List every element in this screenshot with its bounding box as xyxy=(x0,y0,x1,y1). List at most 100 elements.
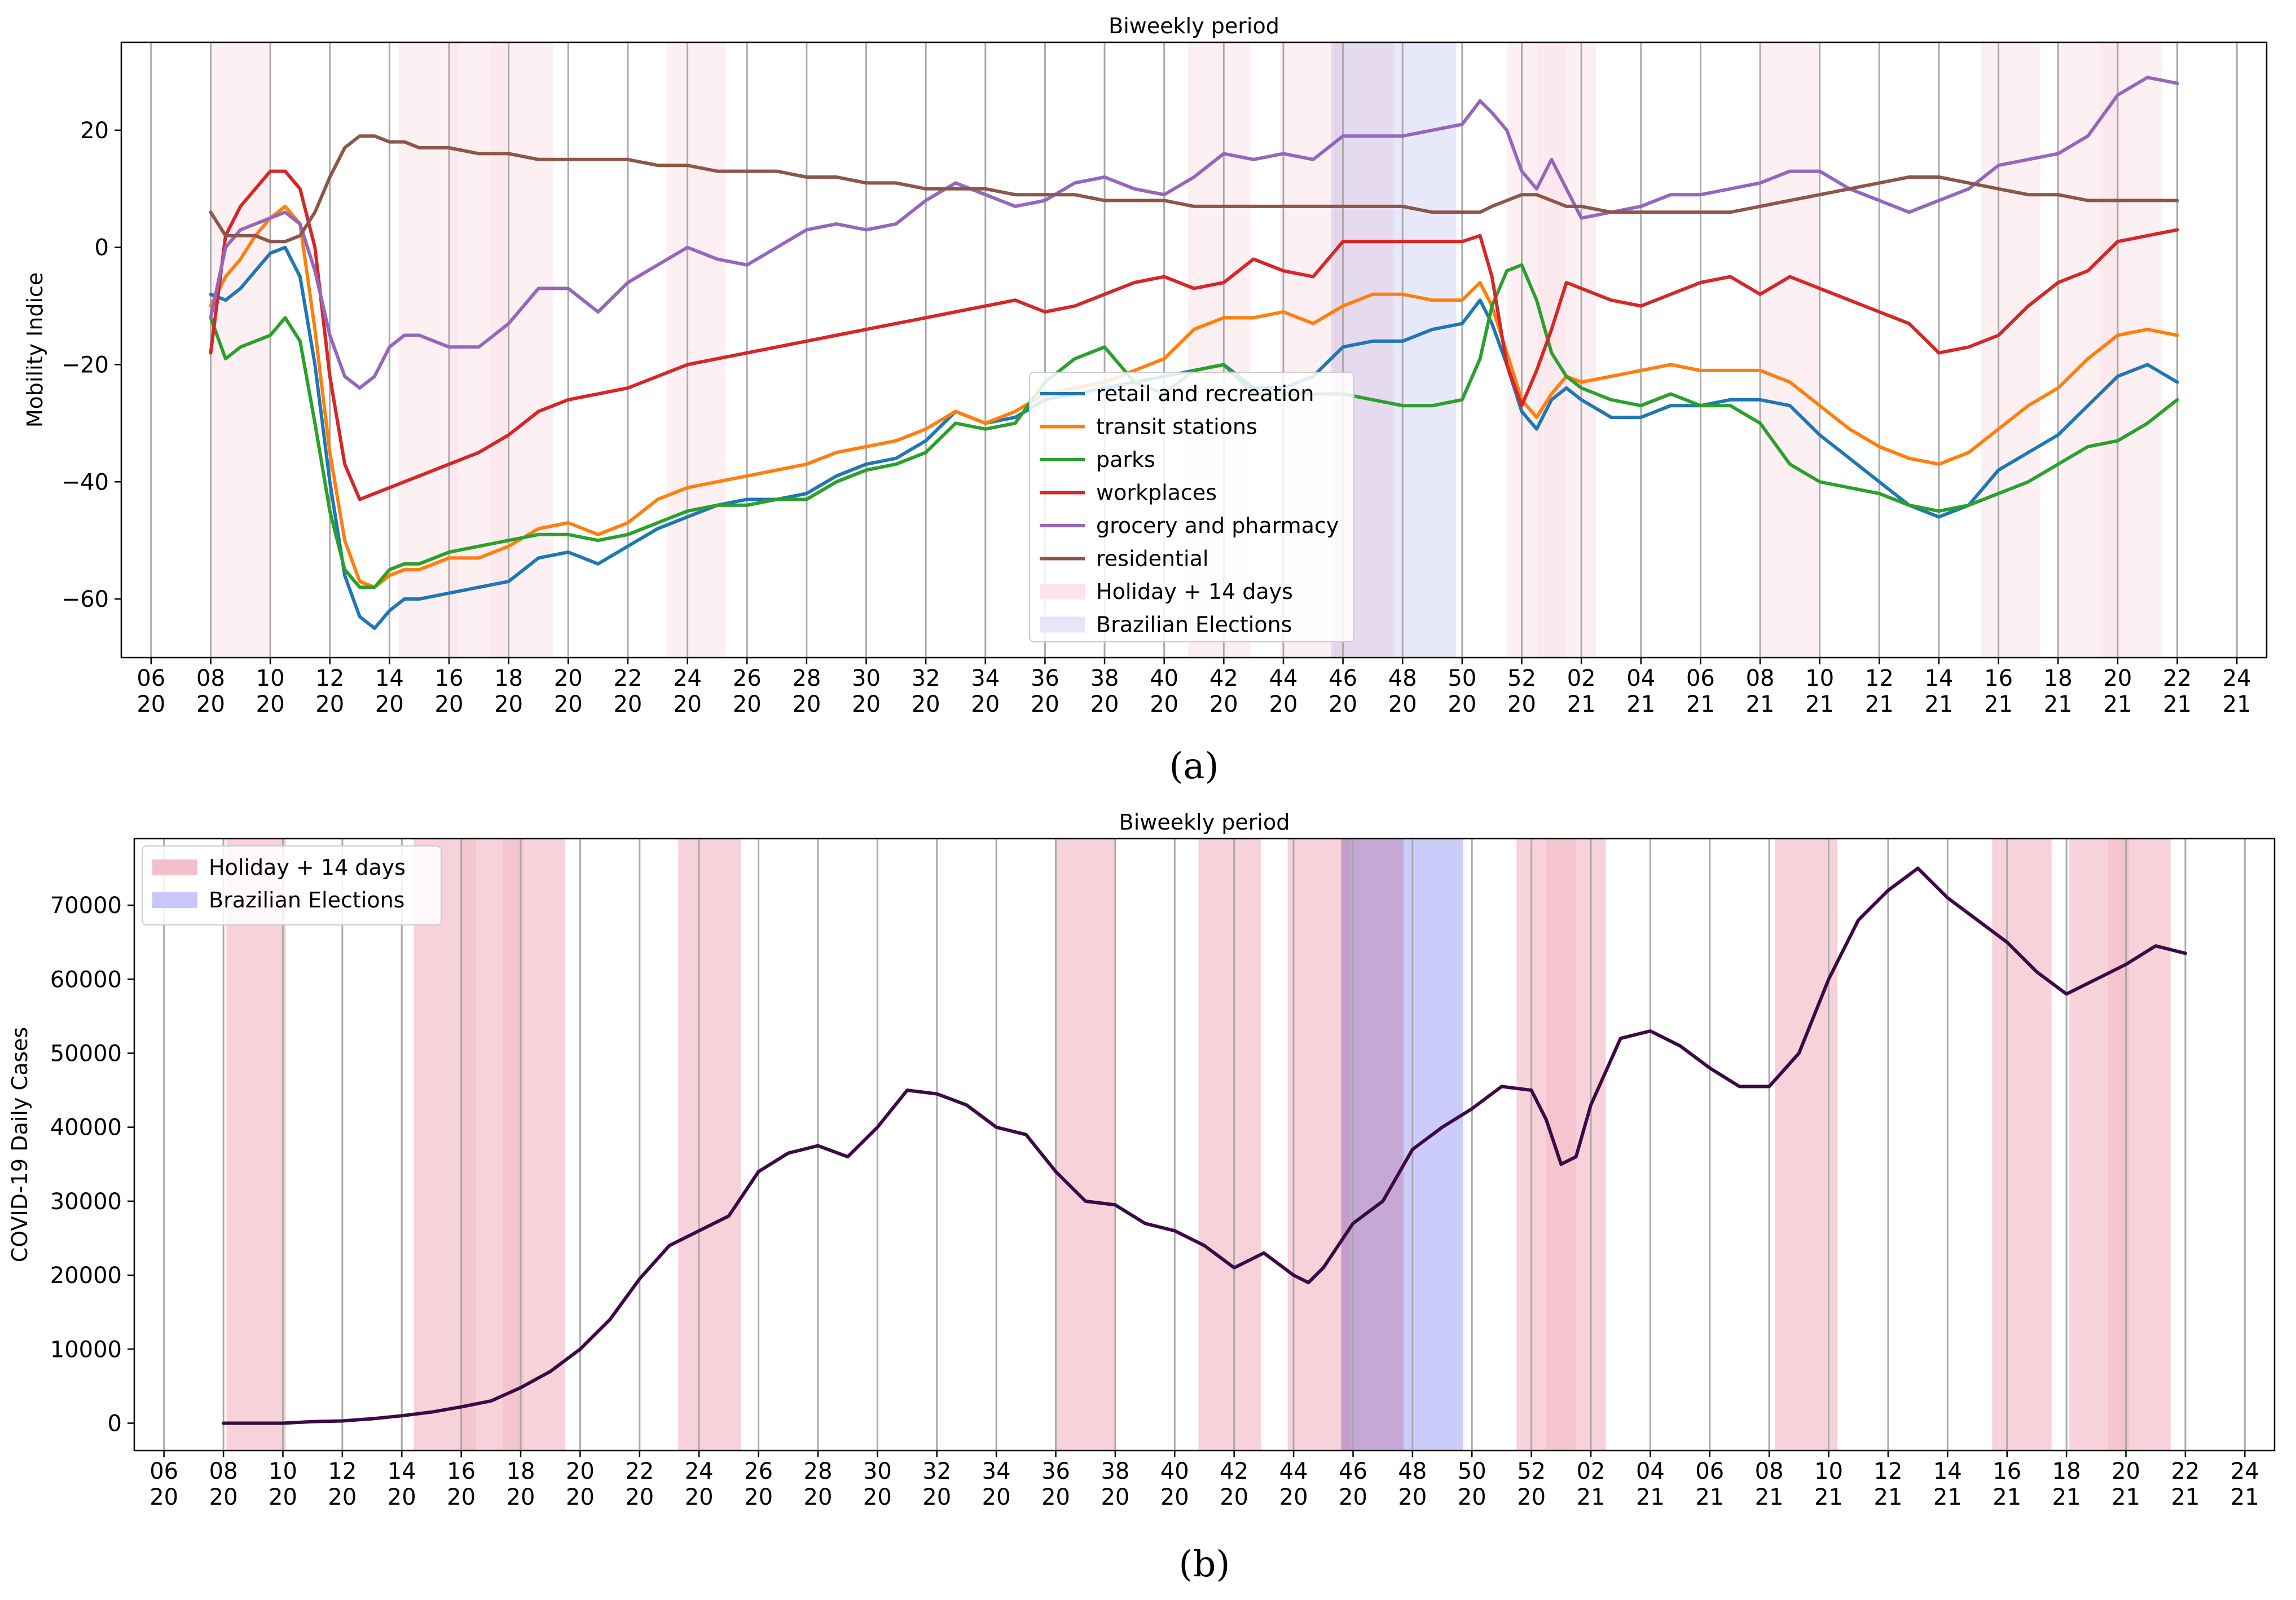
x-tick-label: 21 xyxy=(2231,1484,2259,1510)
x-tick-label: 30 xyxy=(863,1458,892,1484)
x-tick-label: 20 xyxy=(1150,691,1178,717)
x-tick-label: 20 xyxy=(912,691,940,717)
x-tick-label: 20 xyxy=(863,1484,892,1510)
x-tick-label: 21 xyxy=(1636,1484,1665,1510)
x-tick-label: 20 xyxy=(982,1484,1011,1510)
panel-a-vertical-gridlines xyxy=(150,42,2238,658)
x-tick-label: 20 xyxy=(744,1484,773,1510)
x-tick-label: 21 xyxy=(1755,1484,1784,1510)
holiday-band xyxy=(1775,839,1838,1451)
legend-label: parks xyxy=(1096,447,1155,472)
x-tick-label: 38 xyxy=(1101,1458,1129,1484)
x-tick-label: 20 xyxy=(1031,691,1059,717)
x-tick-label: 21 xyxy=(1933,1484,1962,1510)
x-tick-label: 32 xyxy=(922,1458,951,1484)
x-tick-label: 24 xyxy=(685,1458,714,1484)
x-tick-label: 20 xyxy=(196,691,225,717)
x-tick-label: 20 xyxy=(922,1484,951,1510)
x-tick-label: 20 xyxy=(792,691,821,717)
holiday-band xyxy=(226,839,286,1451)
legend-label: Brazilian Elections xyxy=(209,888,404,913)
x-tick-label: 18 xyxy=(2052,1458,2081,1484)
x-tick-label: 14 xyxy=(1933,1458,1962,1484)
x-tick-label: 20 xyxy=(1458,1484,1486,1510)
series-line-residential xyxy=(209,134,2179,244)
x-tick-label: 34 xyxy=(982,1458,1011,1484)
x-tick-label: 06 xyxy=(137,665,165,691)
x-tick-label: 20 xyxy=(971,691,1000,717)
x-tick-label: 20 xyxy=(388,1484,416,1510)
x-tick-label: 20 xyxy=(209,1484,238,1510)
holiday-band xyxy=(1536,42,1596,658)
holiday-band xyxy=(1760,42,1820,658)
y-tick-label: 0 xyxy=(95,235,109,261)
x-tick-label: 20 xyxy=(1101,1484,1129,1510)
y-tick-label: 60000 xyxy=(50,967,122,993)
x-tick-label: 20 xyxy=(269,1484,297,1510)
x-tick-label: 21 xyxy=(2112,1484,2140,1510)
x-tick-label: 34 xyxy=(971,665,1000,691)
panel-a-legend: retail and recreation transit stations par… xyxy=(1029,372,1354,642)
x-tick-label: 21 xyxy=(2171,1484,2200,1510)
panel-b-y-axis-label: COVID-19 Daily Cases xyxy=(7,1027,32,1262)
election-band xyxy=(1341,839,1463,1451)
x-tick-label: 20 xyxy=(554,691,583,717)
x-tick-label: 21 xyxy=(1874,1484,1903,1510)
x-tick-label: 20 xyxy=(2103,665,2132,691)
x-tick-label: 20 xyxy=(1448,691,1476,717)
x-tick-label: 10 xyxy=(256,665,285,691)
legend-label: retail and recreation xyxy=(1096,381,1314,406)
x-tick-label: 12 xyxy=(328,1458,357,1484)
x-tick-label: 38 xyxy=(1090,665,1119,691)
x-tick-label: 32 xyxy=(912,665,940,691)
x-tick-label: 20 xyxy=(1329,691,1357,717)
legend-swatch-patch xyxy=(1040,616,1085,633)
x-tick-label: 22 xyxy=(2163,665,2192,691)
x-tick-label: 16 xyxy=(1992,1458,2021,1484)
x-tick-label: 46 xyxy=(1329,665,1357,691)
x-tick-label: 14 xyxy=(1925,665,1954,691)
x-tick-label: 21 xyxy=(1686,691,1715,717)
panel-a-title: Biweekly period xyxy=(1109,14,1279,38)
x-tick-label: 21 xyxy=(1992,1484,2021,1510)
y-tick-label: 50000 xyxy=(50,1041,122,1066)
y-tick-label: 30000 xyxy=(50,1189,122,1215)
y-tick-label: 20000 xyxy=(50,1263,122,1289)
x-tick-label: 20 xyxy=(1160,1484,1189,1510)
x-tick-label: 20 xyxy=(554,665,583,691)
holiday-band xyxy=(1198,839,1261,1451)
panel-a-x-ticks: 0620082010201220142016201820202022202420… xyxy=(137,658,2251,717)
x-tick-label: 20 xyxy=(1209,691,1238,717)
holiday-band xyxy=(678,839,741,1451)
x-tick-label: 20 xyxy=(375,691,404,717)
x-tick-label: 21 xyxy=(1814,1484,1843,1510)
x-tick-label: 20 xyxy=(673,691,702,717)
series-line-transit-stations xyxy=(209,204,2179,589)
x-tick-label: 52 xyxy=(1517,1458,1546,1484)
y-tick-label: −40 xyxy=(61,469,109,495)
x-tick-label: 26 xyxy=(744,1458,773,1484)
x-tick-label: 20 xyxy=(1388,691,1417,717)
x-tick-label: 44 xyxy=(1269,665,1298,691)
legend-label: Holiday + 14 days xyxy=(1096,579,1293,604)
x-tick-label: 20 xyxy=(149,1484,178,1510)
x-tick-label: 24 xyxy=(2223,665,2251,691)
series-line-grocery-and-pharmacy xyxy=(209,76,2179,390)
x-tick-label: 08 xyxy=(209,1458,238,1484)
x-tick-label: 24 xyxy=(2231,1458,2259,1484)
panel-b-title: Biweekly period xyxy=(1119,810,1290,835)
x-tick-label: 20 xyxy=(256,691,285,717)
x-tick-label: 42 xyxy=(1209,665,1238,691)
x-tick-label: 40 xyxy=(1160,1458,1189,1484)
x-tick-label: 50 xyxy=(1448,665,1476,691)
x-tick-label: 21 xyxy=(1577,1484,1606,1510)
y-tick-label: 10000 xyxy=(50,1337,122,1363)
x-tick-label: 14 xyxy=(388,1458,416,1484)
x-tick-label: 16 xyxy=(435,665,464,691)
x-tick-label: 20 xyxy=(1279,1484,1308,1510)
x-tick-label: 26 xyxy=(733,665,762,691)
panel-a-plot-frame xyxy=(120,41,2268,659)
x-tick-label: 20 xyxy=(494,691,523,717)
